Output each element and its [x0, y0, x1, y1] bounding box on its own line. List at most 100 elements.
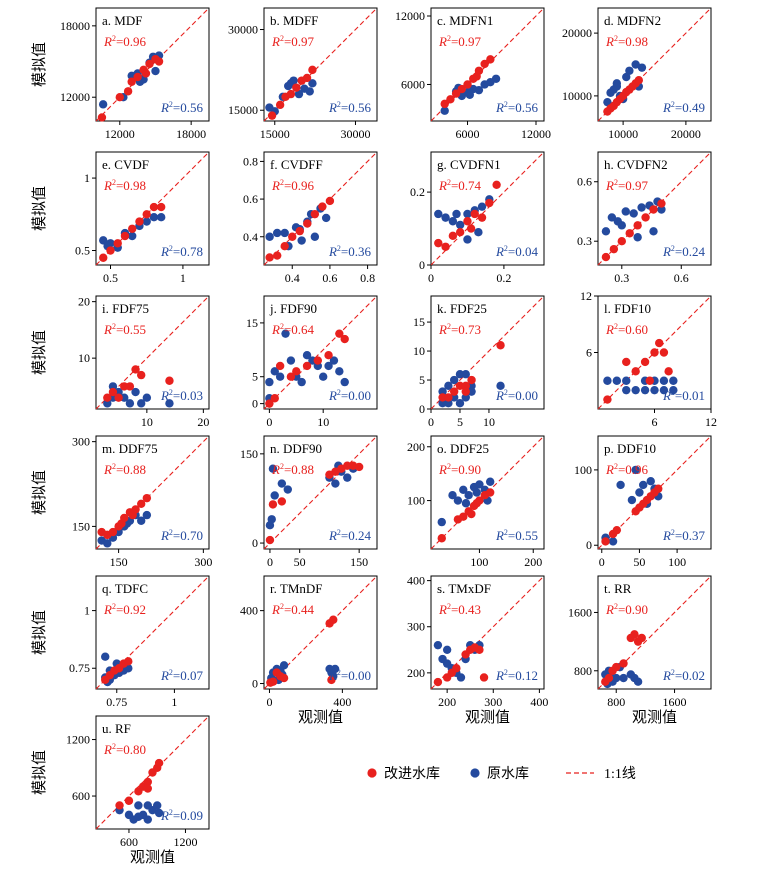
point-improved [115, 93, 124, 102]
point-improved [479, 673, 489, 682]
y-tick-label: 200 [407, 440, 425, 454]
point-improved [433, 677, 443, 687]
point-original [329, 356, 339, 365]
r2-original: R2=0.00 [328, 388, 371, 403]
point-original [335, 367, 344, 376]
point-original [267, 515, 276, 524]
x-tick-label: 10 [483, 415, 495, 429]
point-improved [313, 356, 323, 365]
point-original [305, 87, 314, 96]
point-improved [324, 350, 333, 360]
point-improved [292, 367, 301, 376]
point-improved [137, 499, 146, 508]
panel-title: d. MDFN2 [604, 13, 661, 28]
point-improved [601, 537, 610, 546]
point-original [444, 381, 453, 391]
point-original [434, 209, 443, 219]
panel-7: 0.3 0.6 0.3 0.6 h. CVDFN2 R2=0.97 R2=0.24 [577, 151, 712, 285]
y-tick-label: 6 [586, 346, 592, 360]
y-tick-label: 400 [240, 604, 258, 618]
point-original [325, 664, 334, 674]
x-tick-label: 0 [266, 695, 272, 709]
panel-title: h. CVDFN2 [604, 157, 668, 172]
point-original [321, 213, 331, 223]
point-improved [103, 393, 112, 402]
r2-improved: R2=0.97 [605, 178, 649, 193]
point-original [603, 376, 612, 385]
x-tick-label: 30000 [340, 127, 370, 141]
point-improved [452, 664, 461, 673]
legend-label: 改进水库 [384, 766, 440, 782]
x-tick-label: 10 [317, 415, 329, 429]
panel-15: 0 50 100 0 100 p. DDF10 R2=0.96 R2=0.37 [574, 435, 712, 569]
panel-title: n. DDF90 [270, 441, 322, 456]
point-original [270, 491, 279, 500]
point-original [134, 801, 143, 810]
panel-title: o. DDF25 [437, 441, 489, 456]
one-to-one-line [430, 295, 545, 410]
point-improved [622, 357, 631, 367]
x-tick-label: 20 [197, 415, 209, 429]
point-improved [277, 497, 287, 506]
y-tick-label: 5 [419, 373, 425, 387]
point-improved [461, 381, 470, 391]
point-original [324, 361, 333, 371]
r2-improved: R2=0.92 [103, 602, 146, 617]
y-tick-label: 0.8 [243, 154, 258, 168]
r2-original: R2=0.56 [495, 100, 539, 115]
point-improved [601, 252, 611, 262]
point-improved [280, 241, 289, 251]
x-tick-label: 1 [180, 271, 186, 285]
x-axis-label: 观测值 [130, 849, 175, 866]
point-improved [149, 202, 159, 212]
legend: 改进水库 原水库 1:1线 [367, 766, 636, 782]
y-tick-label: 100 [407, 494, 425, 508]
r2-original: R2=0.09 [160, 808, 203, 823]
x-tick-label: 600 [120, 835, 138, 849]
point-original [612, 82, 622, 91]
y-tick-label: 0.6 [243, 192, 258, 206]
point-original [308, 79, 317, 88]
point-original [340, 377, 349, 387]
point-original [669, 385, 678, 395]
point-original [302, 350, 312, 360]
y-tick-label: 300 [407, 620, 425, 634]
panel-title: j. FDF90 [269, 301, 317, 316]
point-original [275, 372, 285, 381]
y-axis-label: 模拟值 [31, 330, 48, 375]
panel-title: e. CVDF [102, 157, 149, 172]
x-tick-label: 0.6 [674, 271, 689, 285]
y-tick-label: 12000 [60, 90, 90, 104]
point-original [137, 516, 146, 525]
x-tick-label: 150 [350, 555, 368, 569]
point-improved [612, 662, 621, 672]
point-original [448, 217, 458, 226]
point-improved [131, 365, 140, 374]
point-improved [303, 219, 312, 228]
panel-title: l. FDF10 [604, 301, 651, 316]
panel-title: p. DDF10 [604, 441, 656, 456]
point-original [631, 60, 640, 69]
y-tick-label: 0.4 [243, 230, 258, 244]
panel-title: k. FDF25 [437, 301, 487, 316]
point-improved [467, 375, 476, 385]
x-tick-label: 1200 [173, 835, 197, 849]
point-original [101, 652, 110, 661]
point-improved [645, 376, 654, 385]
point-improved [461, 387, 470, 396]
one-to-one-line [95, 7, 210, 122]
point-improved [137, 370, 146, 380]
x-tick-label: 0.75 [106, 695, 127, 709]
point-improved [113, 239, 122, 248]
point-original [310, 232, 320, 241]
point-improved [650, 348, 659, 357]
point-improved [459, 512, 468, 521]
point-original [331, 479, 340, 488]
point-original [151, 66, 160, 76]
point-original [131, 387, 140, 397]
legend-label: 原水库 [487, 766, 529, 782]
point-original [631, 385, 640, 395]
point-improved [106, 246, 115, 255]
panel-title: i. FDF75 [102, 301, 149, 316]
point-original [464, 490, 473, 500]
